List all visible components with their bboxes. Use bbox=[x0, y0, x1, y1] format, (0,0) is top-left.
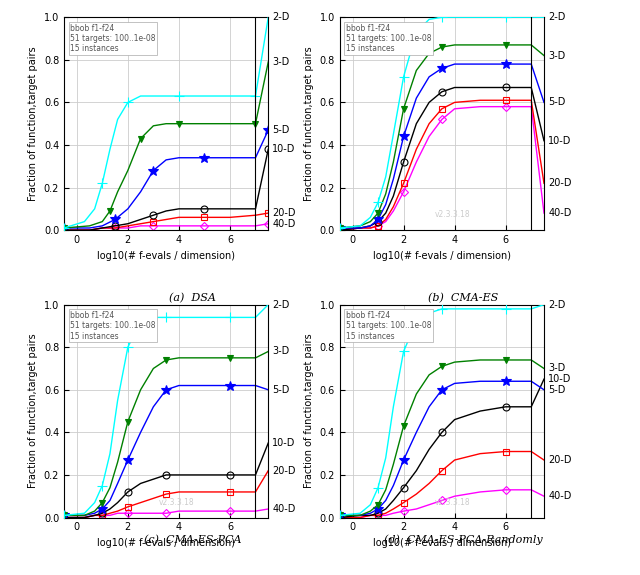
Text: 20-D: 20-D bbox=[273, 208, 296, 218]
Text: 2-D: 2-D bbox=[548, 12, 566, 22]
Text: 3-D: 3-D bbox=[273, 57, 290, 67]
Text: 3-D: 3-D bbox=[548, 51, 565, 60]
Text: 10-D: 10-D bbox=[273, 144, 296, 154]
Text: 40-D: 40-D bbox=[548, 491, 572, 501]
Text: bbob f1-f24
51 targets: 100..1e-08
15 instances: bbob f1-f24 51 targets: 100..1e-08 15 in… bbox=[70, 311, 156, 341]
Text: 5-D: 5-D bbox=[548, 97, 566, 108]
Text: 20-D: 20-D bbox=[548, 455, 572, 465]
Text: 5-D: 5-D bbox=[273, 385, 290, 395]
Text: 10-D: 10-D bbox=[548, 374, 572, 384]
Text: 40-D: 40-D bbox=[273, 504, 296, 514]
Y-axis label: Fraction of function,target pairs: Fraction of function,target pairs bbox=[304, 334, 314, 488]
Text: (d)  CMA-ES-PCA-Randomly: (d) CMA-ES-PCA-Randomly bbox=[384, 535, 543, 545]
Text: (b)  CMA-ES: (b) CMA-ES bbox=[428, 293, 499, 304]
Text: 3-D: 3-D bbox=[548, 363, 565, 374]
X-axis label: log10(# f-evals / dimension): log10(# f-evals / dimension) bbox=[97, 251, 235, 260]
Text: v2.3.3.18: v2.3.3.18 bbox=[159, 498, 194, 507]
Text: (c)  CMA-ES-PCA: (c) CMA-ES-PCA bbox=[144, 535, 241, 545]
Y-axis label: Fraction of function,target pairs: Fraction of function,target pairs bbox=[28, 334, 38, 488]
Text: bbob f1-f24
51 targets: 100..1e-08
15 instances: bbob f1-f24 51 targets: 100..1e-08 15 in… bbox=[346, 311, 431, 341]
Text: bbob f1-f24
51 targets: 100..1e-08
15 instances: bbob f1-f24 51 targets: 100..1e-08 15 in… bbox=[70, 24, 156, 53]
X-axis label: log10(# f-evals / dimension): log10(# f-evals / dimension) bbox=[373, 538, 511, 548]
Text: 2-D: 2-D bbox=[273, 300, 290, 309]
Text: 10-D: 10-D bbox=[273, 438, 296, 448]
Text: (a)  DSA: (a) DSA bbox=[170, 293, 216, 304]
Y-axis label: Fraction of function,target pairs: Fraction of function,target pairs bbox=[28, 47, 38, 201]
Text: 40-D: 40-D bbox=[548, 208, 572, 218]
Text: 2-D: 2-D bbox=[548, 300, 566, 309]
Text: 5-D: 5-D bbox=[548, 385, 566, 395]
X-axis label: log10(# f-evals / dimension): log10(# f-evals / dimension) bbox=[97, 538, 235, 548]
Text: bbob f1-f24
51 targets: 100..1e-08
15 instances: bbob f1-f24 51 targets: 100..1e-08 15 in… bbox=[346, 24, 431, 53]
Text: v2.3.3.18: v2.3.3.18 bbox=[435, 210, 470, 220]
Text: 20-D: 20-D bbox=[273, 466, 296, 476]
Text: 40-D: 40-D bbox=[273, 218, 296, 229]
Text: 5-D: 5-D bbox=[273, 125, 290, 135]
Text: v2.3.3.18: v2.3.3.18 bbox=[435, 498, 470, 507]
Text: 2-D: 2-D bbox=[273, 12, 290, 22]
X-axis label: log10(# f-evals / dimension): log10(# f-evals / dimension) bbox=[373, 251, 511, 260]
Text: 10-D: 10-D bbox=[548, 136, 572, 145]
Text: 3-D: 3-D bbox=[273, 347, 290, 356]
Text: 20-D: 20-D bbox=[548, 178, 572, 188]
Y-axis label: Fraction of function,target pairs: Fraction of function,target pairs bbox=[304, 47, 314, 201]
